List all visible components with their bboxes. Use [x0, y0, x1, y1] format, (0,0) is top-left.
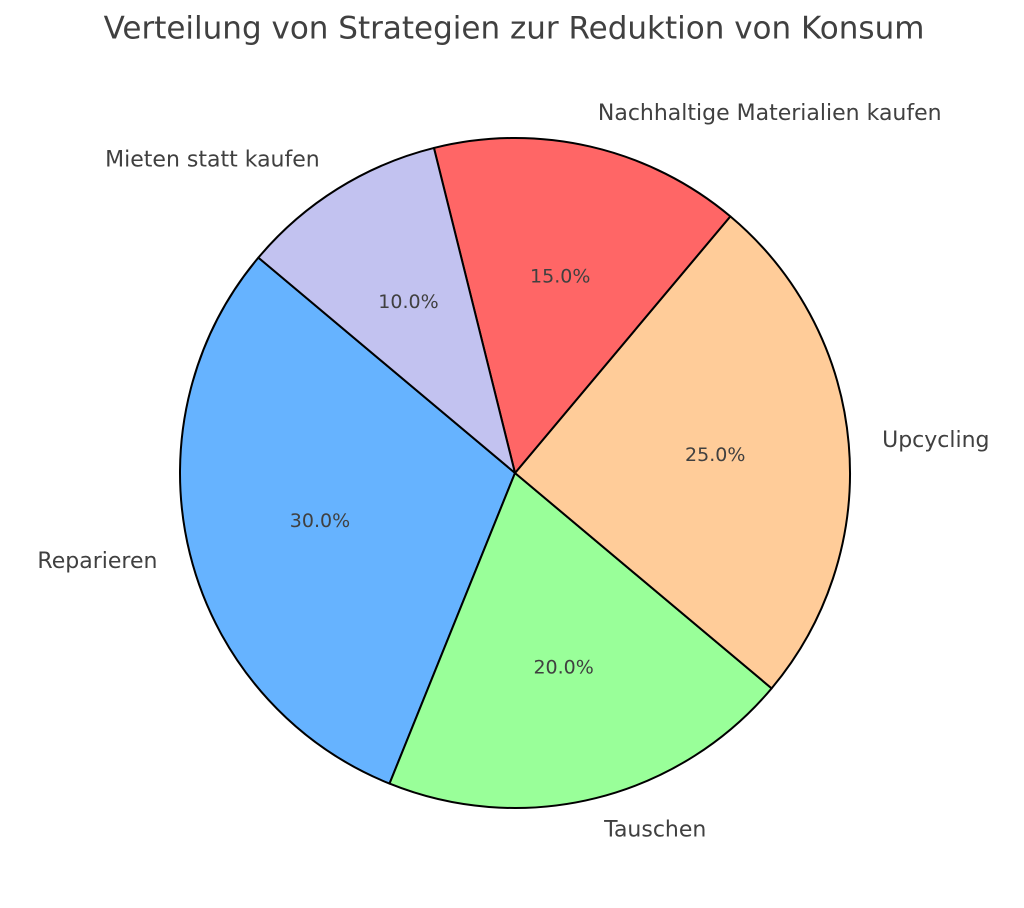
value-label: 25.0% [685, 444, 745, 466]
pie-slice [257, 146, 516, 474]
pie-slice [514, 215, 851, 690]
slice-label: Mieten statt kaufen [105, 147, 320, 172]
value-label: 15.0% [530, 266, 590, 288]
chart-title: Verteilung von Strategien zur Reduktion … [104, 11, 925, 47]
slice-label: Upcycling [882, 428, 989, 453]
slice-label: Reparieren [37, 549, 157, 574]
pie-slice [179, 256, 516, 785]
pie-slice [432, 137, 732, 474]
pie-slice [388, 472, 773, 809]
slice-label: Tauschen [603, 818, 706, 843]
slice-label: Nachhaltige Materialien kaufen [598, 101, 942, 126]
value-label: 10.0% [378, 291, 438, 313]
value-label: 30.0% [290, 510, 350, 532]
value-label: 20.0% [533, 657, 593, 679]
